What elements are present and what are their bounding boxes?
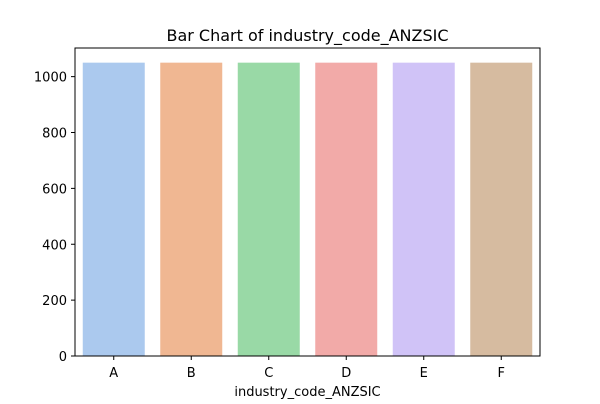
- x-axis: A B C D E F: [109, 356, 505, 381]
- x-tick-label: B: [187, 366, 196, 381]
- plot-frame: [74, 47, 541, 357]
- bar-B: [160, 62, 223, 357]
- y-tick-label: 400: [42, 238, 67, 253]
- y-tick-label: 1000: [34, 71, 67, 86]
- y-axis: 0 200 400 600 800 1000: [34, 71, 75, 365]
- x-tick-label: D: [341, 366, 351, 381]
- y-tick-label: 0: [59, 350, 67, 365]
- bars-group: [82, 62, 533, 357]
- x-tick-label: E: [420, 366, 428, 381]
- y-tick-label: 200: [42, 294, 67, 309]
- chart-title: Bar Chart of industry_code_ANZSIC: [166, 26, 448, 46]
- bar-D: [315, 62, 378, 357]
- bar-F: [470, 62, 533, 357]
- x-tick-label: A: [109, 366, 118, 381]
- y-tick-label: 600: [42, 182, 67, 197]
- x-tick-label: F: [498, 366, 505, 381]
- x-axis-label: industry_code_ANZSIC: [234, 385, 380, 400]
- x-tick-label: C: [264, 366, 273, 381]
- bar-A: [82, 62, 145, 357]
- bar-C: [237, 62, 300, 357]
- y-tick-label: 800: [42, 127, 67, 142]
- bar-E: [392, 62, 455, 357]
